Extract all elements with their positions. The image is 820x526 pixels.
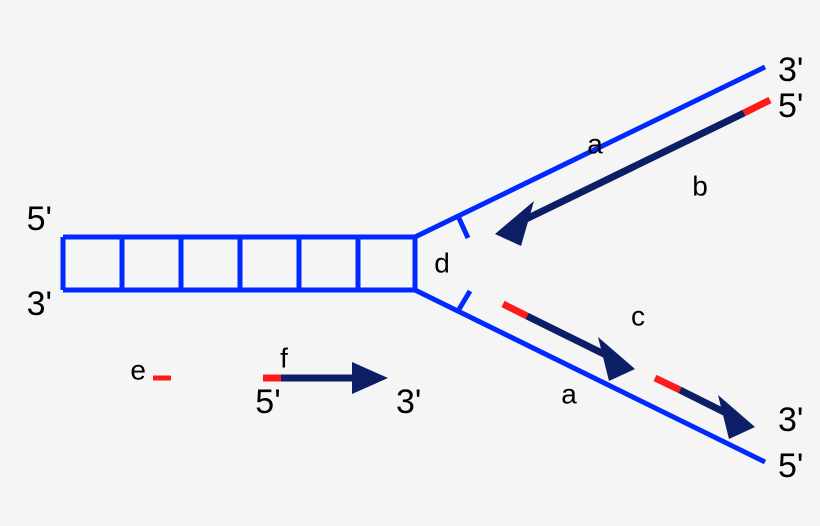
label-a-bottom: a bbox=[561, 378, 577, 409]
replication-fork-diagram: 5'3'3'5'3'5'abcadef5'3' bbox=[0, 0, 820, 526]
label-a-top: a bbox=[587, 128, 603, 159]
label-f: f bbox=[280, 342, 288, 373]
label-lower-3prime: 3' bbox=[778, 401, 803, 439]
label-lower-5prime: 5' bbox=[778, 447, 803, 485]
leading-strand-arrow bbox=[495, 100, 770, 246]
label-upper-5prime: 5' bbox=[778, 87, 803, 125]
label-left-5prime: 5' bbox=[27, 200, 52, 238]
label-legend-5prime: 5' bbox=[255, 383, 280, 421]
label-b: b bbox=[692, 170, 708, 201]
label-d: d bbox=[434, 247, 450, 278]
label-legend-3prime: 3' bbox=[396, 383, 421, 421]
lagging-strand-fragments bbox=[503, 304, 755, 439]
d-ticks bbox=[458, 216, 470, 311]
label-left-3prime: 3' bbox=[27, 285, 52, 323]
label-upper-3prime: 3' bbox=[778, 51, 803, 89]
dna-helix bbox=[63, 237, 415, 290]
label-e: e bbox=[130, 354, 146, 385]
label-c: c bbox=[631, 300, 645, 331]
